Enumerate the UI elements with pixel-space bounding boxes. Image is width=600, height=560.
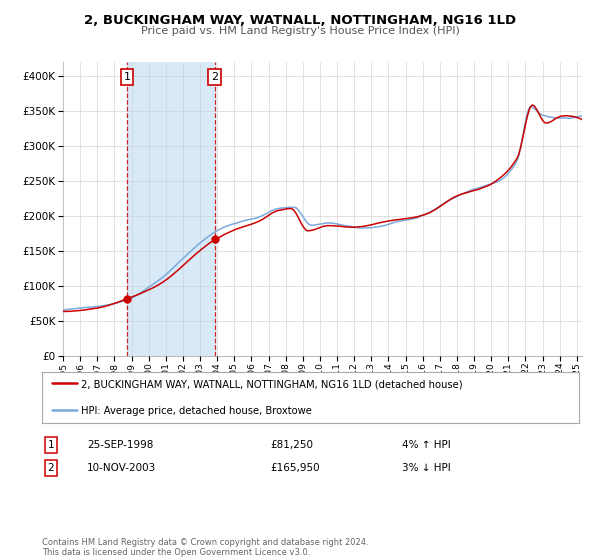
Text: Contains HM Land Registry data © Crown copyright and database right 2024.
This d: Contains HM Land Registry data © Crown c… <box>42 538 368 557</box>
Text: £165,950: £165,950 <box>270 463 320 473</box>
Text: 25-SEP-1998: 25-SEP-1998 <box>87 440 154 450</box>
Text: HPI: Average price, detached house, Broxtowe: HPI: Average price, detached house, Brox… <box>81 406 312 416</box>
Text: 1: 1 <box>124 72 130 82</box>
Text: Price paid vs. HM Land Registry's House Price Index (HPI): Price paid vs. HM Land Registry's House … <box>140 26 460 36</box>
Text: 2: 2 <box>47 463 55 473</box>
Text: 2: 2 <box>211 72 218 82</box>
Text: 3% ↓ HPI: 3% ↓ HPI <box>402 463 451 473</box>
Text: £81,250: £81,250 <box>270 440 313 450</box>
Text: 1: 1 <box>47 440 55 450</box>
Text: 2, BUCKINGHAM WAY, WATNALL, NOTTINGHAM, NG16 1LD (detached house): 2, BUCKINGHAM WAY, WATNALL, NOTTINGHAM, … <box>81 380 463 390</box>
Text: 10-NOV-2003: 10-NOV-2003 <box>87 463 156 473</box>
Text: 2, BUCKINGHAM WAY, WATNALL, NOTTINGHAM, NG16 1LD: 2, BUCKINGHAM WAY, WATNALL, NOTTINGHAM, … <box>84 14 516 27</box>
Bar <box>127 62 215 356</box>
Text: 4% ↑ HPI: 4% ↑ HPI <box>402 440 451 450</box>
